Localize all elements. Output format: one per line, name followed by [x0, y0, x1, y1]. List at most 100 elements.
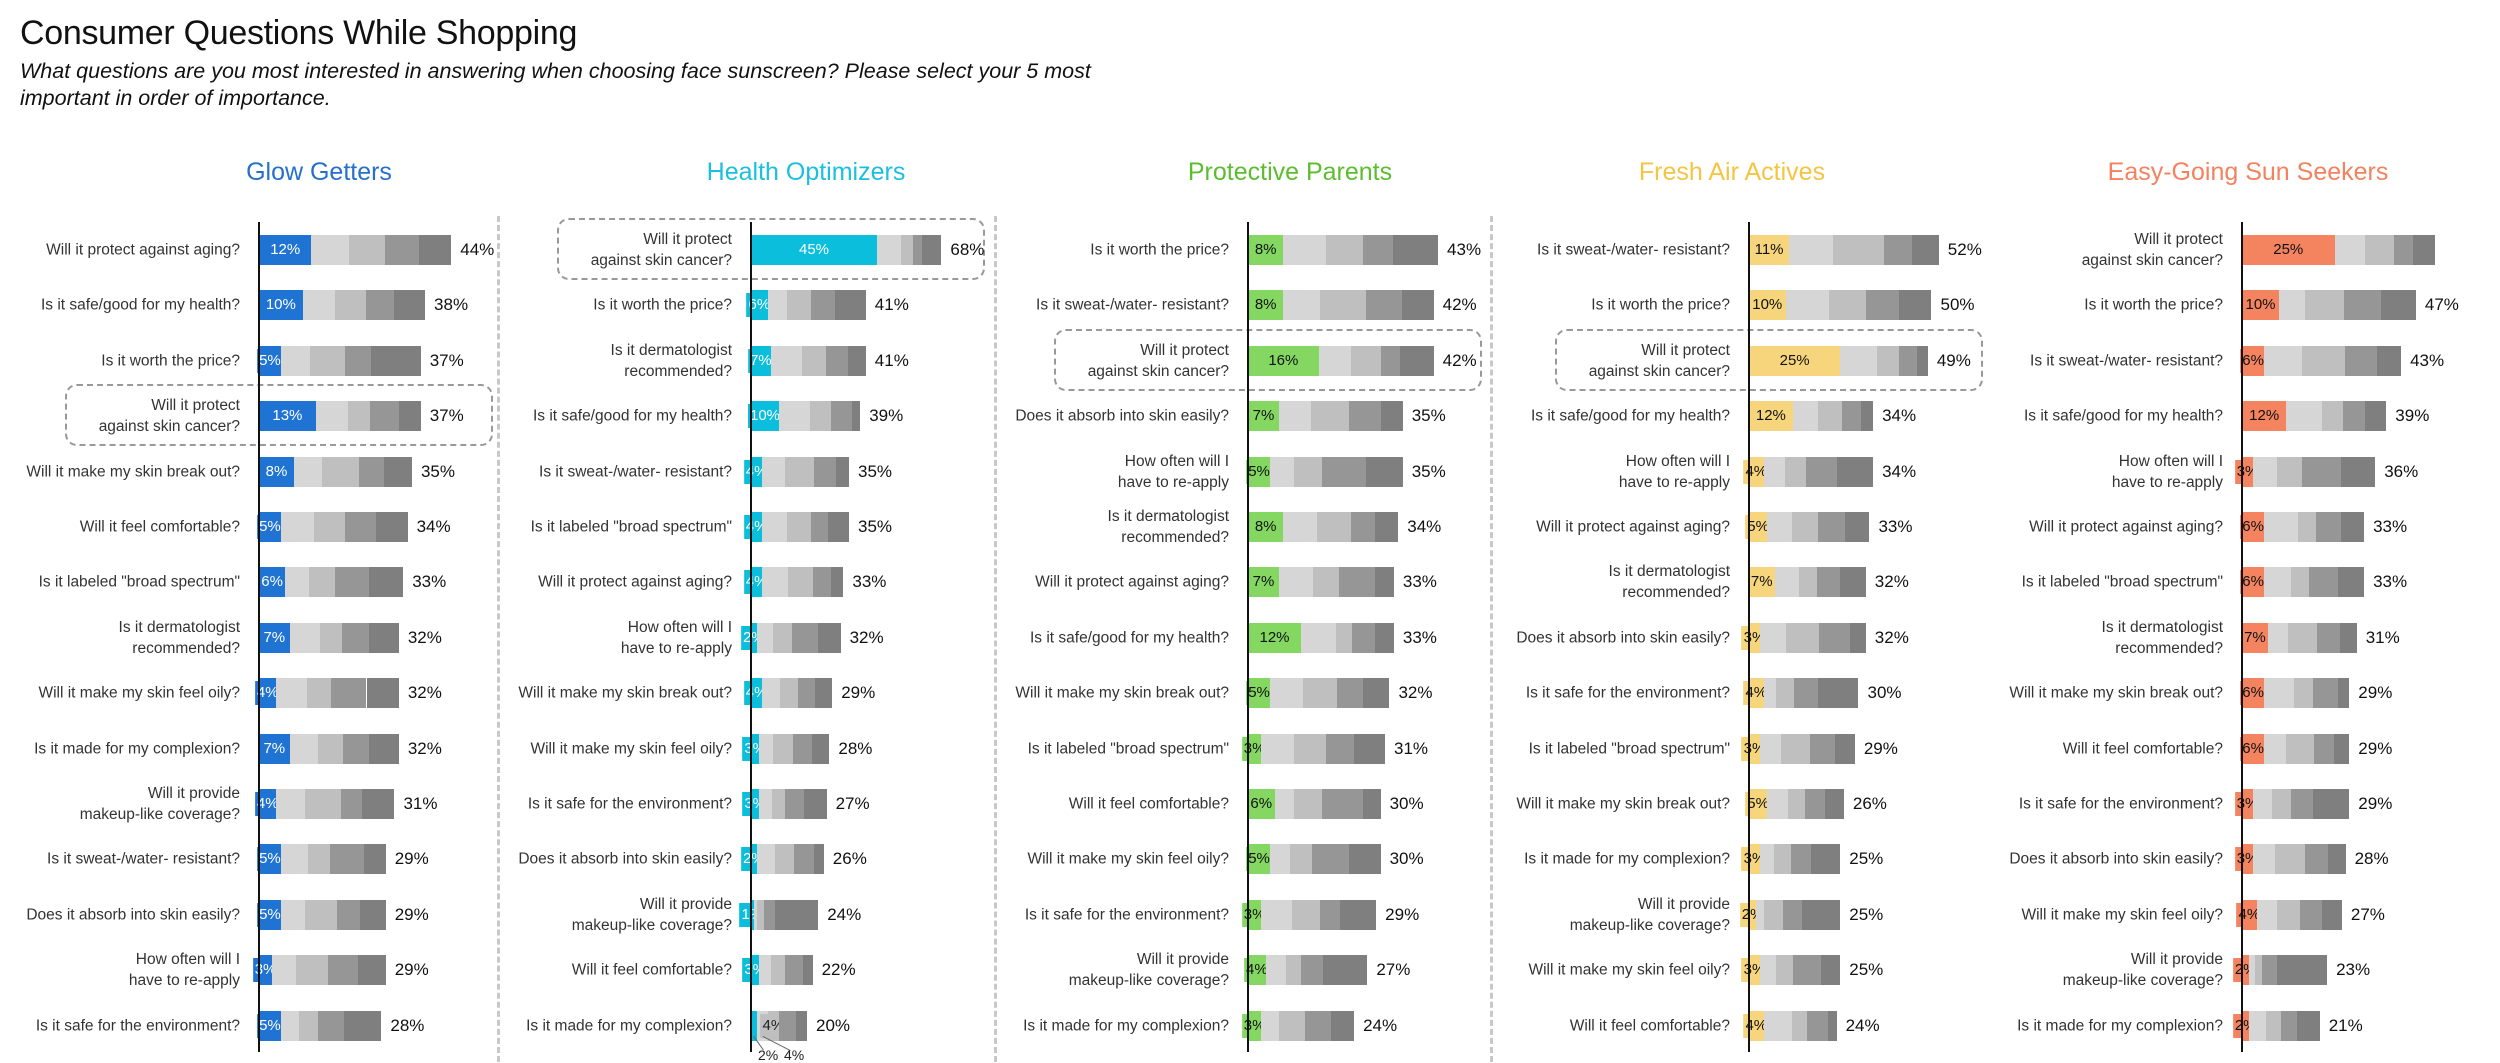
total-label: 42%: [1442, 295, 1477, 315]
bar-segment-rank-2: [759, 789, 772, 819]
bar-segment-rank-3: [1310, 401, 1349, 432]
bar-segment-rank-4: [813, 567, 832, 598]
question-label: Is it made for my complexion?: [1524, 850, 1730, 868]
bar-segment-rank-3: [2288, 622, 2318, 653]
bar-segment-rank-2: [1261, 733, 1295, 764]
total-label: 43%: [1447, 240, 1482, 259]
bar-segment-rank-4: [2280, 1010, 2297, 1041]
question-label: Will it feel comfortable?: [79, 518, 240, 536]
bar-segment-rank-3: [2301, 345, 2345, 376]
bar-segment-rank-4: [1817, 567, 1840, 598]
bar-segment-rank-5: [803, 789, 827, 819]
bar-segment-rank-5: [828, 512, 849, 542]
bar-segment-rank-2: [1785, 290, 1830, 321]
bar-segment-rank-4: [794, 844, 814, 875]
bar-segment-rank-5: [371, 345, 421, 376]
total-label: 32%: [849, 627, 884, 647]
data-label-rank-1: 12%: [1753, 404, 1788, 429]
bar-segment-rank-5: [1365, 456, 1403, 487]
bar-segment-rank-5: [344, 1010, 382, 1041]
total-label: 32%: [1874, 627, 1909, 647]
panel-title: Fresh Air Actives: [1638, 158, 1826, 186]
bar-segment-rank-4: [1311, 844, 1350, 875]
bar-segment-rank-5: [1818, 678, 1859, 709]
bar-segment-rank-2: [1274, 789, 1295, 819]
bar-segment-rank-2: [285, 567, 310, 598]
bar-segment-rank-4: [1326, 733, 1355, 764]
question-label: Is it labeled "broad spectrum": [530, 518, 732, 536]
bar-segment-rank-4: [814, 456, 837, 487]
data-label-rank-1: 25%: [2271, 238, 2306, 262]
bar-segment-rank-2: [2279, 290, 2306, 321]
question-label: Will it feel comfortable?: [571, 961, 732, 979]
bar-segment-rank-5: [369, 733, 399, 764]
total-label: 47%: [2424, 295, 2459, 315]
total-label: 29%: [2358, 794, 2393, 813]
bar-segment-rank-2: [1792, 401, 1818, 432]
bar-segment-rank-5: [1811, 844, 1841, 875]
highlight-box: [1054, 328, 1482, 391]
question-label: Will it provide makeup-like coverage?: [1068, 951, 1229, 990]
bar-segment-rank-5: [357, 955, 386, 986]
bar-segment-rank-3: [317, 733, 344, 764]
question-label: Will it feel comfortable?: [1068, 795, 1229, 813]
bar-segment-rank-5: [366, 678, 399, 709]
data-label-rank-1: 6%: [2240, 736, 2266, 761]
bar-segment-rank-4: [1817, 512, 1846, 542]
bar-segment-rank-3: [1294, 733, 1327, 764]
question-label: Is it labeled "broad spectrum": [2021, 573, 2223, 591]
bar-segment-rank-5: [1363, 678, 1390, 709]
bar-segment-rank-5: [419, 235, 452, 265]
bar-segment-rank-5: [802, 955, 813, 986]
question-label: Is it worth the price?: [101, 352, 240, 370]
bar-segment-rank-2: [1265, 955, 1287, 986]
bar-segment-rank-2: [2334, 235, 2366, 265]
question-label: Is it safe for the environment?: [1525, 684, 1730, 702]
bar-segment-rank-4: [1793, 678, 1819, 709]
bar-segment-rank-2: [1270, 844, 1290, 875]
bar-segment-rank-5: [364, 844, 386, 875]
bar-segment-rank-2: [1763, 1010, 1793, 1041]
bar-segment-rank-3: [1320, 290, 1367, 321]
bar-segment-rank-2: [762, 567, 789, 598]
bar-segment-rank-2: [877, 235, 902, 265]
chart-title: Consumer Questions While Shopping: [20, 14, 578, 52]
bar-segment-rank-4: [384, 235, 420, 265]
total-label: 33%: [1402, 572, 1437, 592]
total-label: 33%: [852, 572, 887, 592]
bar-segment-rank-4: [334, 567, 369, 598]
total-label: 29%: [1385, 904, 1420, 924]
bar-segment-rank-5: [376, 512, 408, 542]
bar-segment-rank-2: [2256, 899, 2277, 930]
total-label: 41%: [874, 350, 909, 370]
bar-segment-rank-4: [330, 678, 367, 709]
bar-segment-rank-2: [280, 899, 305, 930]
bar-segment-rank-3: [1291, 899, 1321, 930]
bar-segment-rank-4: [340, 789, 362, 819]
bar-segment-rank-2: [1759, 844, 1775, 875]
bar-segment-rank-2: [280, 512, 315, 542]
question-label: Will it protect against skin cancer?: [2081, 231, 2223, 269]
bar-segment-rank-5: [1824, 789, 1844, 819]
total-label: 30%: [1867, 683, 1902, 703]
data-label-rank-1: 5%: [1246, 847, 1272, 872]
bar-segment-rank-3: [295, 955, 328, 986]
bar-segment-rank-2: [759, 955, 771, 986]
bar-segment-rank-4: [1350, 512, 1376, 542]
bar-segment-rank-4: [797, 678, 816, 709]
total-label: 37%: [429, 406, 464, 426]
bar-segment-rank-5: [2338, 567, 2365, 598]
total-label: 31%: [403, 794, 438, 813]
bar-segment-rank-5: [394, 290, 426, 321]
bar-segment-rank-4: [1321, 456, 1366, 487]
bar-segment-rank-3: [1781, 733, 1810, 764]
bar-segment-rank-3: [1293, 456, 1322, 487]
bar-segment-rank-3: [1784, 456, 1806, 487]
bar-segment-rank-3: [2272, 789, 2292, 819]
bar-segment-rank-2: [2253, 456, 2277, 487]
data-label-rank-1: 5%: [257, 515, 283, 539]
bar-segment-rank-3: [757, 899, 764, 930]
panel-separator: [994, 216, 997, 1062]
total-label: 27%: [835, 794, 870, 813]
total-label: 26%: [832, 849, 867, 869]
